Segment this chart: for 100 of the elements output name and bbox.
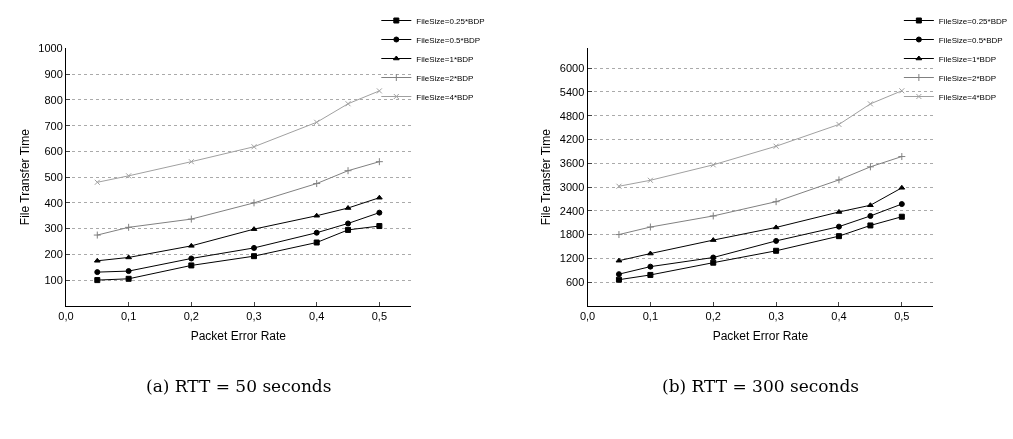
point (898, 201, 905, 208)
y-tick-label: 600 (565, 275, 585, 288)
point (312, 179, 321, 188)
y-tick-label: 400 (44, 196, 63, 209)
text: (b) RTT = 300 seconds (662, 376, 860, 396)
point (835, 121, 842, 128)
point (772, 224, 780, 230)
point (188, 255, 195, 262)
y-tick-label: 3600 (559, 157, 585, 170)
y-tick-label: 2400 (559, 204, 585, 217)
point (125, 172, 132, 179)
point (93, 257, 101, 263)
point (615, 276, 622, 283)
point (376, 87, 383, 94)
point (773, 143, 780, 150)
point (897, 152, 906, 161)
point (867, 202, 874, 207)
legend-label: FileSize=0.5*BDP (416, 35, 481, 45)
x-axis-title: Packet Error Rate (190, 328, 287, 343)
legend-label: FileSize=1*BDP (938, 54, 996, 64)
point (251, 143, 257, 150)
y-tick-label: 4800 (559, 109, 585, 122)
point (375, 157, 384, 166)
point (94, 277, 101, 284)
point (313, 239, 320, 246)
point (647, 271, 654, 278)
point (898, 87, 905, 94)
y-tick-label: 800 (44, 93, 63, 106)
point (375, 194, 383, 200)
point (345, 226, 352, 233)
y-tick-label: 100 (44, 273, 63, 286)
point (313, 119, 320, 126)
x-tick-label: 0,1 (642, 310, 659, 323)
y-tick-label: 600 (44, 145, 63, 158)
legend-label: FileSize=4*BDP (416, 92, 474, 102)
y-axis-title: File Transfer Time (17, 128, 32, 226)
x-tick-label: 0,2 (183, 310, 199, 323)
point (646, 223, 655, 232)
point (94, 179, 101, 186)
point (313, 212, 321, 218)
point (187, 215, 196, 224)
y-tick-label: 3000 (559, 180, 585, 193)
x-tick-label: 0,1 (120, 310, 137, 323)
y-tick-label: 700 (44, 119, 63, 132)
point (251, 244, 257, 251)
x-tick-label: 0,3 (246, 310, 262, 323)
legend-label: FileSize=0.25*BDP (416, 16, 485, 26)
point (835, 208, 843, 214)
point (710, 161, 717, 168)
point (93, 231, 102, 240)
x-tick-label: 0,5 (894, 310, 910, 323)
y-tick-label: 200 (44, 248, 63, 261)
y-tick-label: 4200 (559, 133, 585, 146)
point (125, 268, 132, 275)
x-tick-label: 0,3 (768, 310, 784, 323)
point (773, 237, 780, 244)
point (345, 100, 352, 107)
legend-label: FileSize=1*BDP (416, 54, 474, 64)
y-axis-title: File Transfer Time (539, 128, 554, 226)
point (615, 183, 622, 190)
point (898, 213, 905, 220)
point (345, 220, 352, 227)
point (614, 230, 623, 239)
point (834, 175, 843, 184)
y-tick-label: 500 (44, 170, 63, 183)
point (376, 209, 383, 216)
point (835, 223, 842, 230)
point (125, 275, 132, 282)
point (867, 222, 874, 229)
y-tick-label: 6000 (559, 62, 585, 75)
y-tick-label: 5400 (559, 85, 585, 98)
point (251, 253, 257, 260)
y-tick-label: 300 (44, 222, 63, 235)
y-tick-label: 900 (44, 68, 63, 80)
point (615, 257, 623, 263)
point (125, 254, 133, 260)
point (647, 177, 654, 184)
point (187, 242, 195, 248)
point (772, 197, 781, 206)
y-tick-label: 1800 (559, 228, 585, 241)
x-tick-label: 0,4 (309, 310, 325, 323)
text: (a) RTT = 50 seconds (146, 376, 332, 396)
point (344, 166, 353, 175)
point (835, 233, 842, 240)
y-tick-label: 1200 (559, 252, 585, 265)
point (188, 158, 195, 165)
point (866, 162, 875, 171)
point (709, 211, 718, 220)
point (710, 259, 717, 266)
x-axis-title: Packet Error Rate (712, 328, 809, 343)
x-tick-label: 0,2 (705, 310, 721, 323)
x-tick-label: 0,4 (831, 310, 847, 323)
legend-label: FileSize=2*BDP (938, 73, 996, 83)
legend-label: FileSize=2*BDP (416, 73, 474, 83)
point (313, 229, 320, 236)
point (867, 212, 874, 219)
x-tick-label: 0,0 (58, 310, 74, 323)
y-tick-label: 1000 (38, 42, 63, 55)
x-tick-label: 0,0 (579, 310, 596, 323)
legend-label: FileSize=4*BDP (938, 92, 996, 102)
